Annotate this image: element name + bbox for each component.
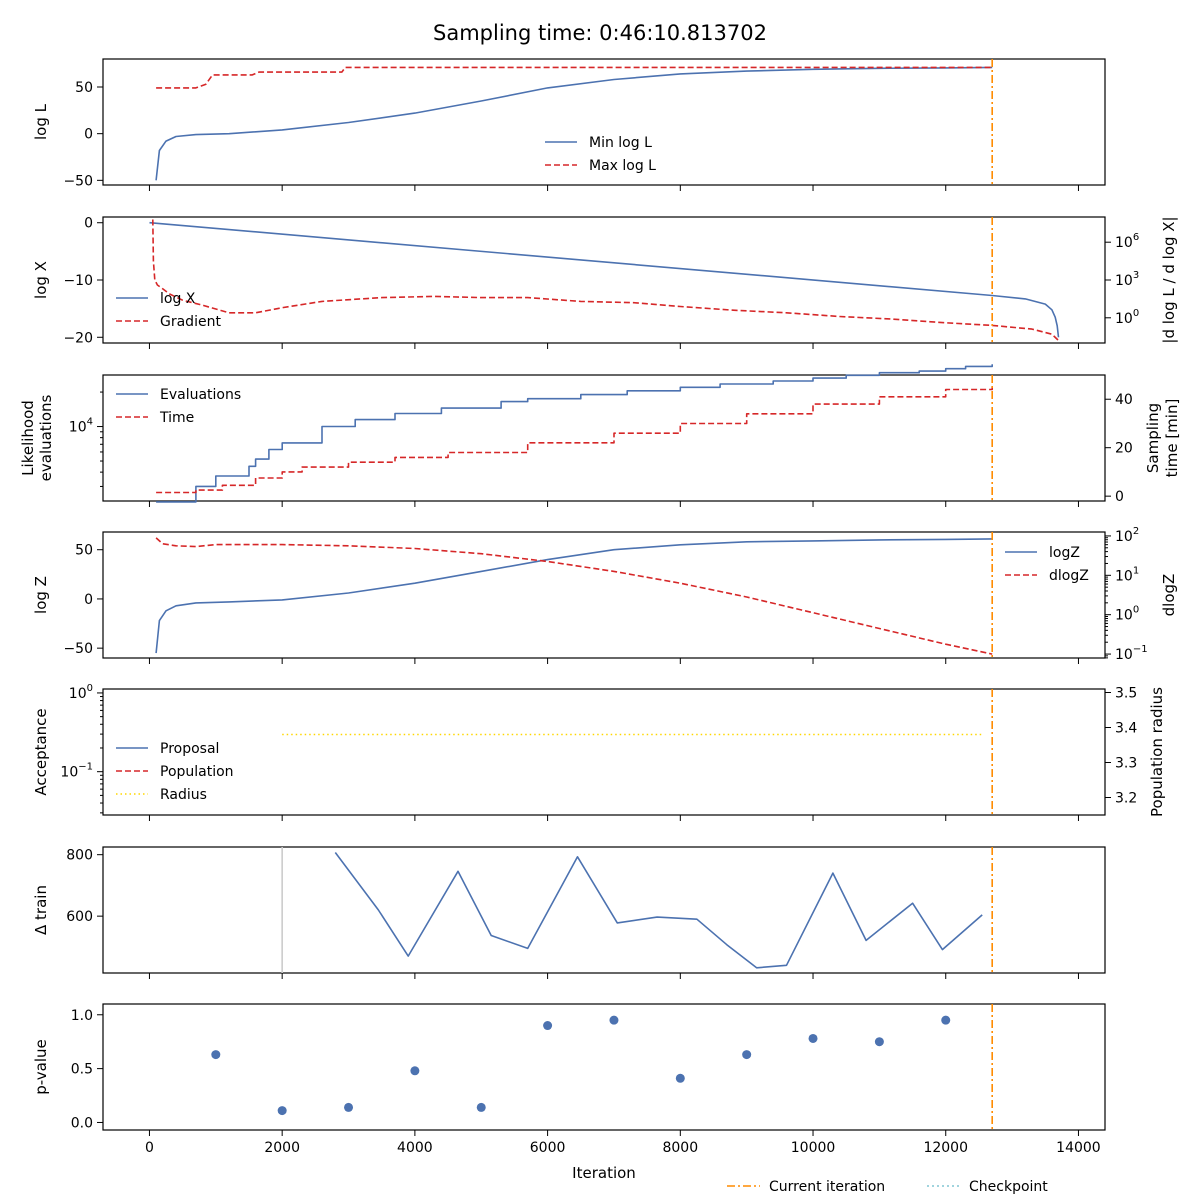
right-axis-label: Population radius (1148, 687, 1166, 817)
series-time-line (156, 384, 993, 494)
y-axis-label: Δ train (32, 885, 50, 935)
data-point (543, 1021, 553, 1031)
legend-label: Max log L (589, 158, 656, 174)
panel-pvalue: 0 2000 4000 6000 8000 10000 12000 14000 0.0 0.5 1.… (32, 1003, 1106, 1156)
x-tick-label: 12000 (923, 1140, 968, 1156)
legend-label: dlogZ (1049, 568, 1089, 584)
y-tick-label: 0.0 (71, 1115, 93, 1131)
right-axis-label: Sampling (1144, 403, 1162, 473)
panel-frame (102, 688, 1106, 816)
legend-checkpoint-label: Checkpoint (969, 1179, 1048, 1195)
y-axis-label: evaluations (37, 394, 55, 481)
legend-label: Min log L (589, 135, 652, 151)
series-log-x-line (149, 221, 1060, 338)
x-tick-label: 8000 (662, 1140, 698, 1156)
y-axis-label: log L (32, 103, 50, 140)
data-point (277, 1106, 287, 1116)
data-point (675, 1073, 685, 1083)
panel-frame (102, 1003, 1106, 1131)
legend-label: logZ (1049, 545, 1080, 561)
y-tick-label: 600 (66, 909, 93, 925)
data-point (941, 1015, 951, 1025)
right-axis-label: |d log L / d log X| (1160, 216, 1178, 343)
y-axis-label: p-value (32, 1039, 50, 1095)
right-tick-label: 3.5 (1115, 686, 1137, 702)
x-tick-label: 14000 (1056, 1140, 1101, 1156)
y-tick-label: −50 (63, 173, 93, 189)
panel-dtrain: 600 800 Δ train (32, 846, 1106, 979)
y-tick-label: 50 (75, 543, 93, 559)
right-tick-label: 40 (1115, 392, 1133, 408)
data-point (742, 1050, 752, 1060)
y-tick-label: 800 (66, 848, 93, 864)
y-tick-label: 1.0 (71, 1008, 93, 1024)
right-axis-label: time [min] (1163, 399, 1181, 478)
legend-label: Time (159, 410, 194, 426)
right-tick-label: 0 (1115, 489, 1124, 505)
series-max-log-l-line (156, 66, 993, 89)
y-axis-label: Acceptance (32, 708, 50, 795)
y-axis-label: log Z (32, 576, 50, 614)
y-tick-label: 0 (84, 592, 93, 608)
series--train-line (334, 852, 983, 969)
panel-frame (102, 846, 1106, 974)
series-gradient-line (152, 219, 1060, 342)
data-point (211, 1050, 221, 1060)
x-axis-label: Iteration (572, 1164, 636, 1182)
x-tick-label: 10000 (791, 1140, 836, 1156)
series-logz-line (155, 538, 993, 654)
series-min-log-l-line (155, 66, 993, 181)
y-tick-label: −20 (63, 330, 93, 346)
legend-current-iteration-label: Current iteration (769, 1179, 885, 1195)
legend-label: log X (160, 291, 196, 307)
x-tick-label: 4000 (397, 1140, 433, 1156)
y-tick-label: −50 (63, 641, 93, 657)
data-point (874, 1037, 884, 1047)
y-tick-label: 0 (84, 216, 93, 232)
legend-label: Population (160, 764, 234, 780)
x-tick-label: 0 (145, 1140, 154, 1156)
series-evaluations-line (156, 364, 993, 503)
panel-loglike: −50 0 50 log L Min log L Max log L (32, 58, 1106, 191)
legend-label: Evaluations (160, 387, 241, 403)
chart-title: Sampling time: 0:46:10.813702 (433, 21, 767, 45)
x-tick-label: 2000 (264, 1140, 300, 1156)
panel-frame (102, 58, 1106, 186)
y-tick-label: 50 (75, 80, 93, 96)
panel-frame (102, 531, 1106, 659)
data-point (808, 1033, 818, 1043)
data-point (609, 1015, 619, 1025)
right-axis-label: dlogZ (1160, 574, 1178, 617)
y-axis-label: log X (32, 261, 50, 299)
right-tick-label: 3.2 (1115, 791, 1137, 807)
series-dlogz-line (155, 537, 993, 655)
right-tick-label: 3.3 (1115, 756, 1137, 772)
y-tick-label: −10 (63, 273, 93, 289)
y-axis-label: Likelihood (19, 400, 37, 476)
data-point (410, 1066, 420, 1076)
right-tick-label: 3.4 (1115, 721, 1137, 737)
data-point (344, 1102, 354, 1112)
x-tick-label: 6000 (530, 1140, 566, 1156)
y-tick-label: 0.5 (71, 1062, 93, 1078)
y-tick-label: 0 (84, 127, 93, 143)
data-point (476, 1102, 486, 1112)
legend-label: Proposal (160, 741, 219, 757)
legend-label: Radius (160, 787, 207, 803)
legend-label: Gradient (160, 314, 221, 330)
right-tick-label: 20 (1115, 441, 1133, 457)
